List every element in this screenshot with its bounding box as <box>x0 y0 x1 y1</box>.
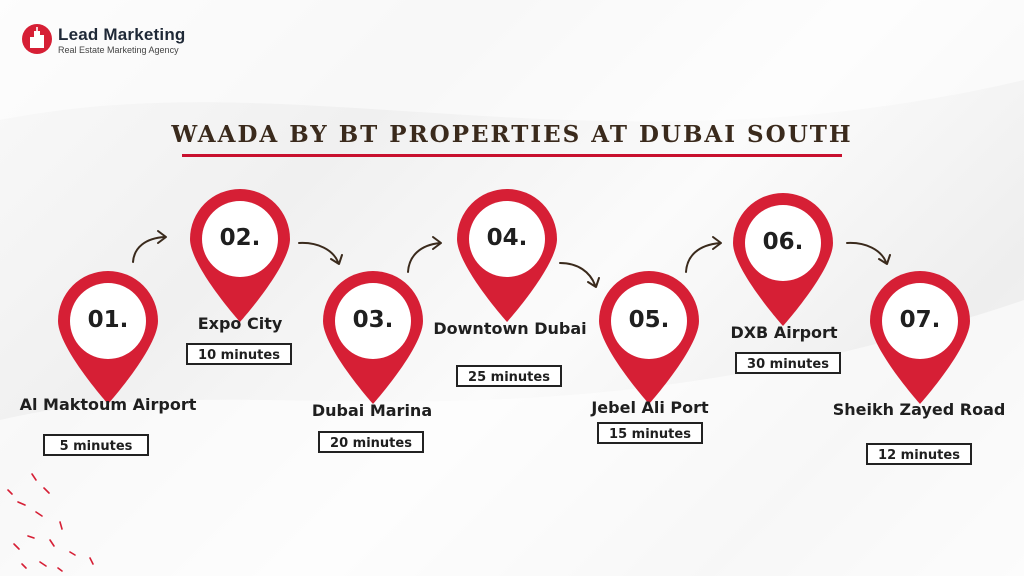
stop-time-badge: 30 minutes <box>735 352 841 374</box>
map-pin-icon: 02. <box>187 186 293 324</box>
curved-arrow-icon <box>298 241 343 265</box>
title-underline <box>182 154 842 157</box>
stop-name: Downtown Dubai <box>433 319 587 338</box>
brand-name: Lead Marketing <box>58 25 186 44</box>
brand-tagline: Real Estate Marketing Agency <box>58 45 179 55</box>
stop-name: Al Maktoum Airport <box>19 395 197 414</box>
stop-number: 02. <box>219 225 261 251</box>
curved-arrow-icon <box>132 230 167 263</box>
map-pin-icon: 07. <box>867 268 973 406</box>
stop-time-badge: 5 minutes <box>43 434 149 456</box>
stop-name: Sheikh Zayed Road <box>832 400 1006 419</box>
building-logo-icon <box>22 24 52 54</box>
stop-number: 01. <box>87 307 129 333</box>
stop-number: 07. <box>899 307 941 333</box>
map-pin-icon: 05. <box>596 268 702 406</box>
stop-name: DXB Airport <box>730 323 838 342</box>
curved-arrow-icon <box>685 236 722 273</box>
decorative-confetti <box>7 473 94 572</box>
map-pin-icon: 06. <box>730 190 836 328</box>
stop-time-badge: 10 minutes <box>186 343 292 365</box>
map-pin-icon: 01. <box>55 268 161 406</box>
stop-number: 03. <box>352 307 394 333</box>
curved-arrow-icon <box>559 262 600 288</box>
stop-name: Dubai Marina <box>311 401 433 420</box>
curved-arrow-icon <box>407 236 442 273</box>
curved-arrow-icon <box>846 241 891 265</box>
brand-logo[interactable]: Lead Marketing Real Estate Marketing Age… <box>22 22 222 62</box>
stop-name: Expo City <box>197 314 283 333</box>
stop-number: 05. <box>628 307 670 333</box>
page-title: WAADA BY BT PROPERTIES AT DUBAI SOUTH <box>171 121 853 148</box>
stop-time-badge: 15 minutes <box>597 422 703 444</box>
stop-time-badge: 20 minutes <box>318 431 424 453</box>
stop-name: Jebel Ali Port <box>591 398 709 417</box>
stop-number: 04. <box>486 225 528 251</box>
stop-number: 06. <box>762 229 804 255</box>
map-pin-icon: 04. <box>454 186 560 324</box>
stop-time-badge: 25 minutes <box>456 365 562 387</box>
map-pin-icon: 03. <box>320 268 426 406</box>
stop-time-badge: 12 minutes <box>866 443 972 465</box>
